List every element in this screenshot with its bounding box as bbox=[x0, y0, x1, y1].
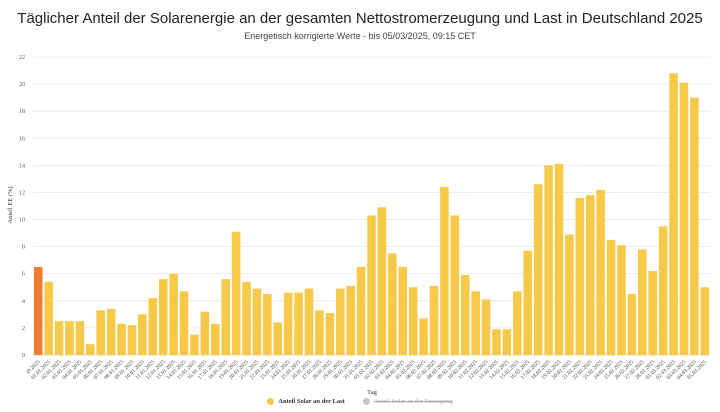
bar[interactable] bbox=[242, 281, 251, 355]
bar[interactable] bbox=[606, 239, 616, 355]
y-tick-label: 14 bbox=[19, 163, 25, 169]
bar[interactable] bbox=[585, 195, 595, 355]
bar[interactable] bbox=[377, 207, 387, 355]
y-tick-label: 2 bbox=[22, 326, 25, 332]
bar[interactable] bbox=[565, 234, 574, 355]
legend-label-solar-last: Anteil Solar an der Last bbox=[278, 398, 345, 405]
bar[interactable] bbox=[596, 189, 605, 355]
bar[interactable] bbox=[158, 279, 168, 355]
bar[interactable] bbox=[179, 291, 189, 355]
y-tick-label: 8 bbox=[22, 245, 25, 251]
bar[interactable] bbox=[554, 164, 564, 355]
bar[interactable] bbox=[575, 197, 585, 355]
bar[interactable] bbox=[460, 275, 470, 355]
bar[interactable] bbox=[492, 329, 501, 355]
bar[interactable] bbox=[148, 298, 158, 355]
bar[interactable] bbox=[617, 245, 626, 355]
chart-subtitle: Energetisch korrigierte Werte - bis 05/0… bbox=[244, 31, 476, 41]
legend: Anteil Solar an der Last Anteil Solar an… bbox=[0, 398, 720, 407]
bar[interactable] bbox=[419, 318, 428, 355]
bar[interactable] bbox=[304, 288, 314, 355]
bar[interactable] bbox=[356, 266, 366, 355]
y-tick-label: 12 bbox=[19, 190, 25, 196]
bar[interactable] bbox=[481, 299, 491, 355]
bar[interactable] bbox=[294, 292, 303, 355]
bar[interactable] bbox=[544, 165, 553, 355]
bar[interactable] bbox=[450, 215, 460, 355]
bar[interactable] bbox=[471, 291, 480, 355]
bar[interactable] bbox=[658, 226, 668, 355]
bar[interactable] bbox=[221, 279, 230, 355]
bar[interactable] bbox=[75, 321, 85, 355]
bar[interactable] bbox=[252, 288, 262, 355]
bar[interactable] bbox=[315, 310, 324, 355]
y-axis-title: Anteil EE (%) bbox=[7, 186, 14, 223]
bar[interactable] bbox=[700, 287, 710, 355]
x-tick-labels: Ø 202501.01.202502.01.202503.01.202504.0… bbox=[26, 359, 709, 381]
bar[interactable] bbox=[96, 310, 105, 355]
bar[interactable] bbox=[54, 321, 64, 355]
bar[interactable] bbox=[325, 313, 335, 355]
bar[interactable] bbox=[127, 325, 137, 355]
bar[interactable] bbox=[169, 273, 178, 355]
legend-item-solar-last[interactable]: Anteil Solar an der Last bbox=[267, 398, 345, 405]
bar[interactable] bbox=[523, 250, 533, 355]
bar[interactable] bbox=[533, 184, 543, 355]
bar[interactable] bbox=[502, 329, 512, 355]
bar[interactable] bbox=[648, 271, 657, 355]
bar[interactable] bbox=[513, 291, 522, 355]
bar[interactable] bbox=[263, 294, 272, 355]
bar[interactable] bbox=[210, 323, 220, 355]
y-tick-label: 0 bbox=[22, 353, 25, 359]
bar[interactable] bbox=[65, 321, 74, 355]
bar[interactable] bbox=[44, 281, 53, 355]
bar[interactable] bbox=[138, 314, 147, 355]
bar[interactable] bbox=[86, 344, 95, 355]
bar[interactable] bbox=[117, 323, 126, 355]
bar[interactable] bbox=[106, 308, 116, 355]
bar[interactable] bbox=[679, 82, 689, 356]
bar[interactable] bbox=[190, 334, 199, 355]
legend-label-solar-erzeugung: Anteil Solar an der Erzeugung bbox=[373, 398, 453, 405]
bar[interactable] bbox=[408, 287, 418, 355]
bar[interactable] bbox=[283, 292, 293, 355]
bar[interactable] bbox=[690, 97, 699, 356]
bar[interactable] bbox=[429, 285, 439, 355]
y-tick-label: 18 bbox=[19, 109, 25, 115]
legend-item-solar-erzeugung[interactable]: Anteil Solar an der Erzeugung bbox=[362, 398, 453, 405]
bars bbox=[33, 73, 710, 356]
y-tick-label: 22 bbox=[19, 55, 25, 61]
bar[interactable] bbox=[638, 249, 647, 355]
bar[interactable] bbox=[231, 231, 241, 355]
bar[interactable] bbox=[200, 311, 210, 355]
bar[interactable] bbox=[273, 322, 283, 355]
y-tick-label: 20 bbox=[19, 82, 25, 88]
legend-marker-solar-erzeugung bbox=[362, 398, 370, 405]
x-axis-title: Tag bbox=[367, 389, 377, 396]
y-tick-label: 16 bbox=[19, 136, 25, 142]
bar[interactable] bbox=[346, 285, 355, 355]
y-tick-label: 4 bbox=[22, 299, 25, 305]
y-tick-labels: 0 2 4 6 8 10 12 14 16 18 20 22 bbox=[19, 55, 25, 359]
bar[interactable] bbox=[335, 288, 345, 355]
chart-title: Täglicher Anteil der Solarenergie an der… bbox=[17, 10, 703, 27]
bar[interactable] bbox=[669, 73, 678, 355]
bar[interactable] bbox=[388, 253, 397, 355]
bar[interactable] bbox=[398, 266, 408, 355]
bar[interactable] bbox=[440, 187, 449, 355]
bar[interactable] bbox=[627, 294, 637, 355]
bar[interactable] bbox=[33, 266, 43, 355]
y-tick-label: 6 bbox=[22, 272, 25, 278]
bar[interactable] bbox=[367, 215, 376, 355]
legend-marker-solar-last bbox=[267, 398, 275, 405]
y-tick-label: 10 bbox=[19, 218, 25, 224]
